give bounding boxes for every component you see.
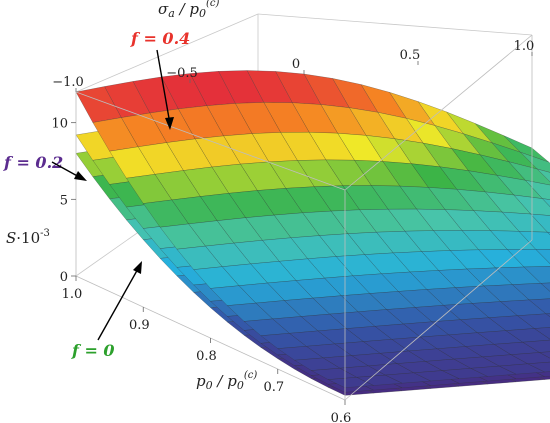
surfaces (75, 70, 550, 396)
x-axis-label: p0 / p0(c) (196, 370, 257, 392)
y-axis-label: σa / p0(c) (158, 0, 220, 20)
x-tick-label: 0.9 (129, 318, 150, 333)
y-tick-label: 1.0 (514, 39, 535, 54)
y-tick-label: 0.5 (400, 48, 421, 63)
annotation-f-02: f = 0.2 (3, 153, 87, 181)
surface-cell (538, 351, 550, 359)
annotation-f-02-arrowhead (74, 171, 87, 181)
y-tick-label: −1.0 (52, 75, 84, 90)
x-tick-label: 0.6 (331, 411, 352, 423)
annotation-f-0-label: f = 0 (71, 341, 115, 360)
surface-f-0-4 (75, 70, 550, 388)
x-tick-label: 0.7 (263, 380, 284, 395)
annotation-f-04-label: f = 0.4 (130, 29, 190, 48)
z-axis-label: S·10-3 (6, 228, 50, 247)
annotation-f-0-arrow (97, 266, 140, 341)
x-tick-label: 0.8 (196, 349, 217, 364)
annotation-f-04-arrowhead (165, 117, 174, 130)
y-tick-label: 0 (292, 57, 300, 72)
z-tick-label: 0 (60, 270, 68, 285)
axis-ticks: 1.0 0.9 0.8 0.7 0.6 −1.0 −0.5 0 0.5 1.0 0 5 10 (51, 39, 534, 423)
x-tick-label: 1.0 (62, 287, 83, 302)
annotation-f-0: f = 0 (71, 261, 142, 360)
y-tick-label: −0.5 (166, 66, 198, 81)
annotation-f-02-label: f = 0.2 (3, 153, 63, 172)
annotation-f-04-arrow (156, 49, 171, 125)
annotation-f-04: f = 0.4 (130, 29, 190, 130)
z-tick-label: 10 (51, 117, 68, 132)
annotation-f-0-arrowhead (133, 261, 142, 274)
z-tick-label: 5 (60, 193, 68, 208)
